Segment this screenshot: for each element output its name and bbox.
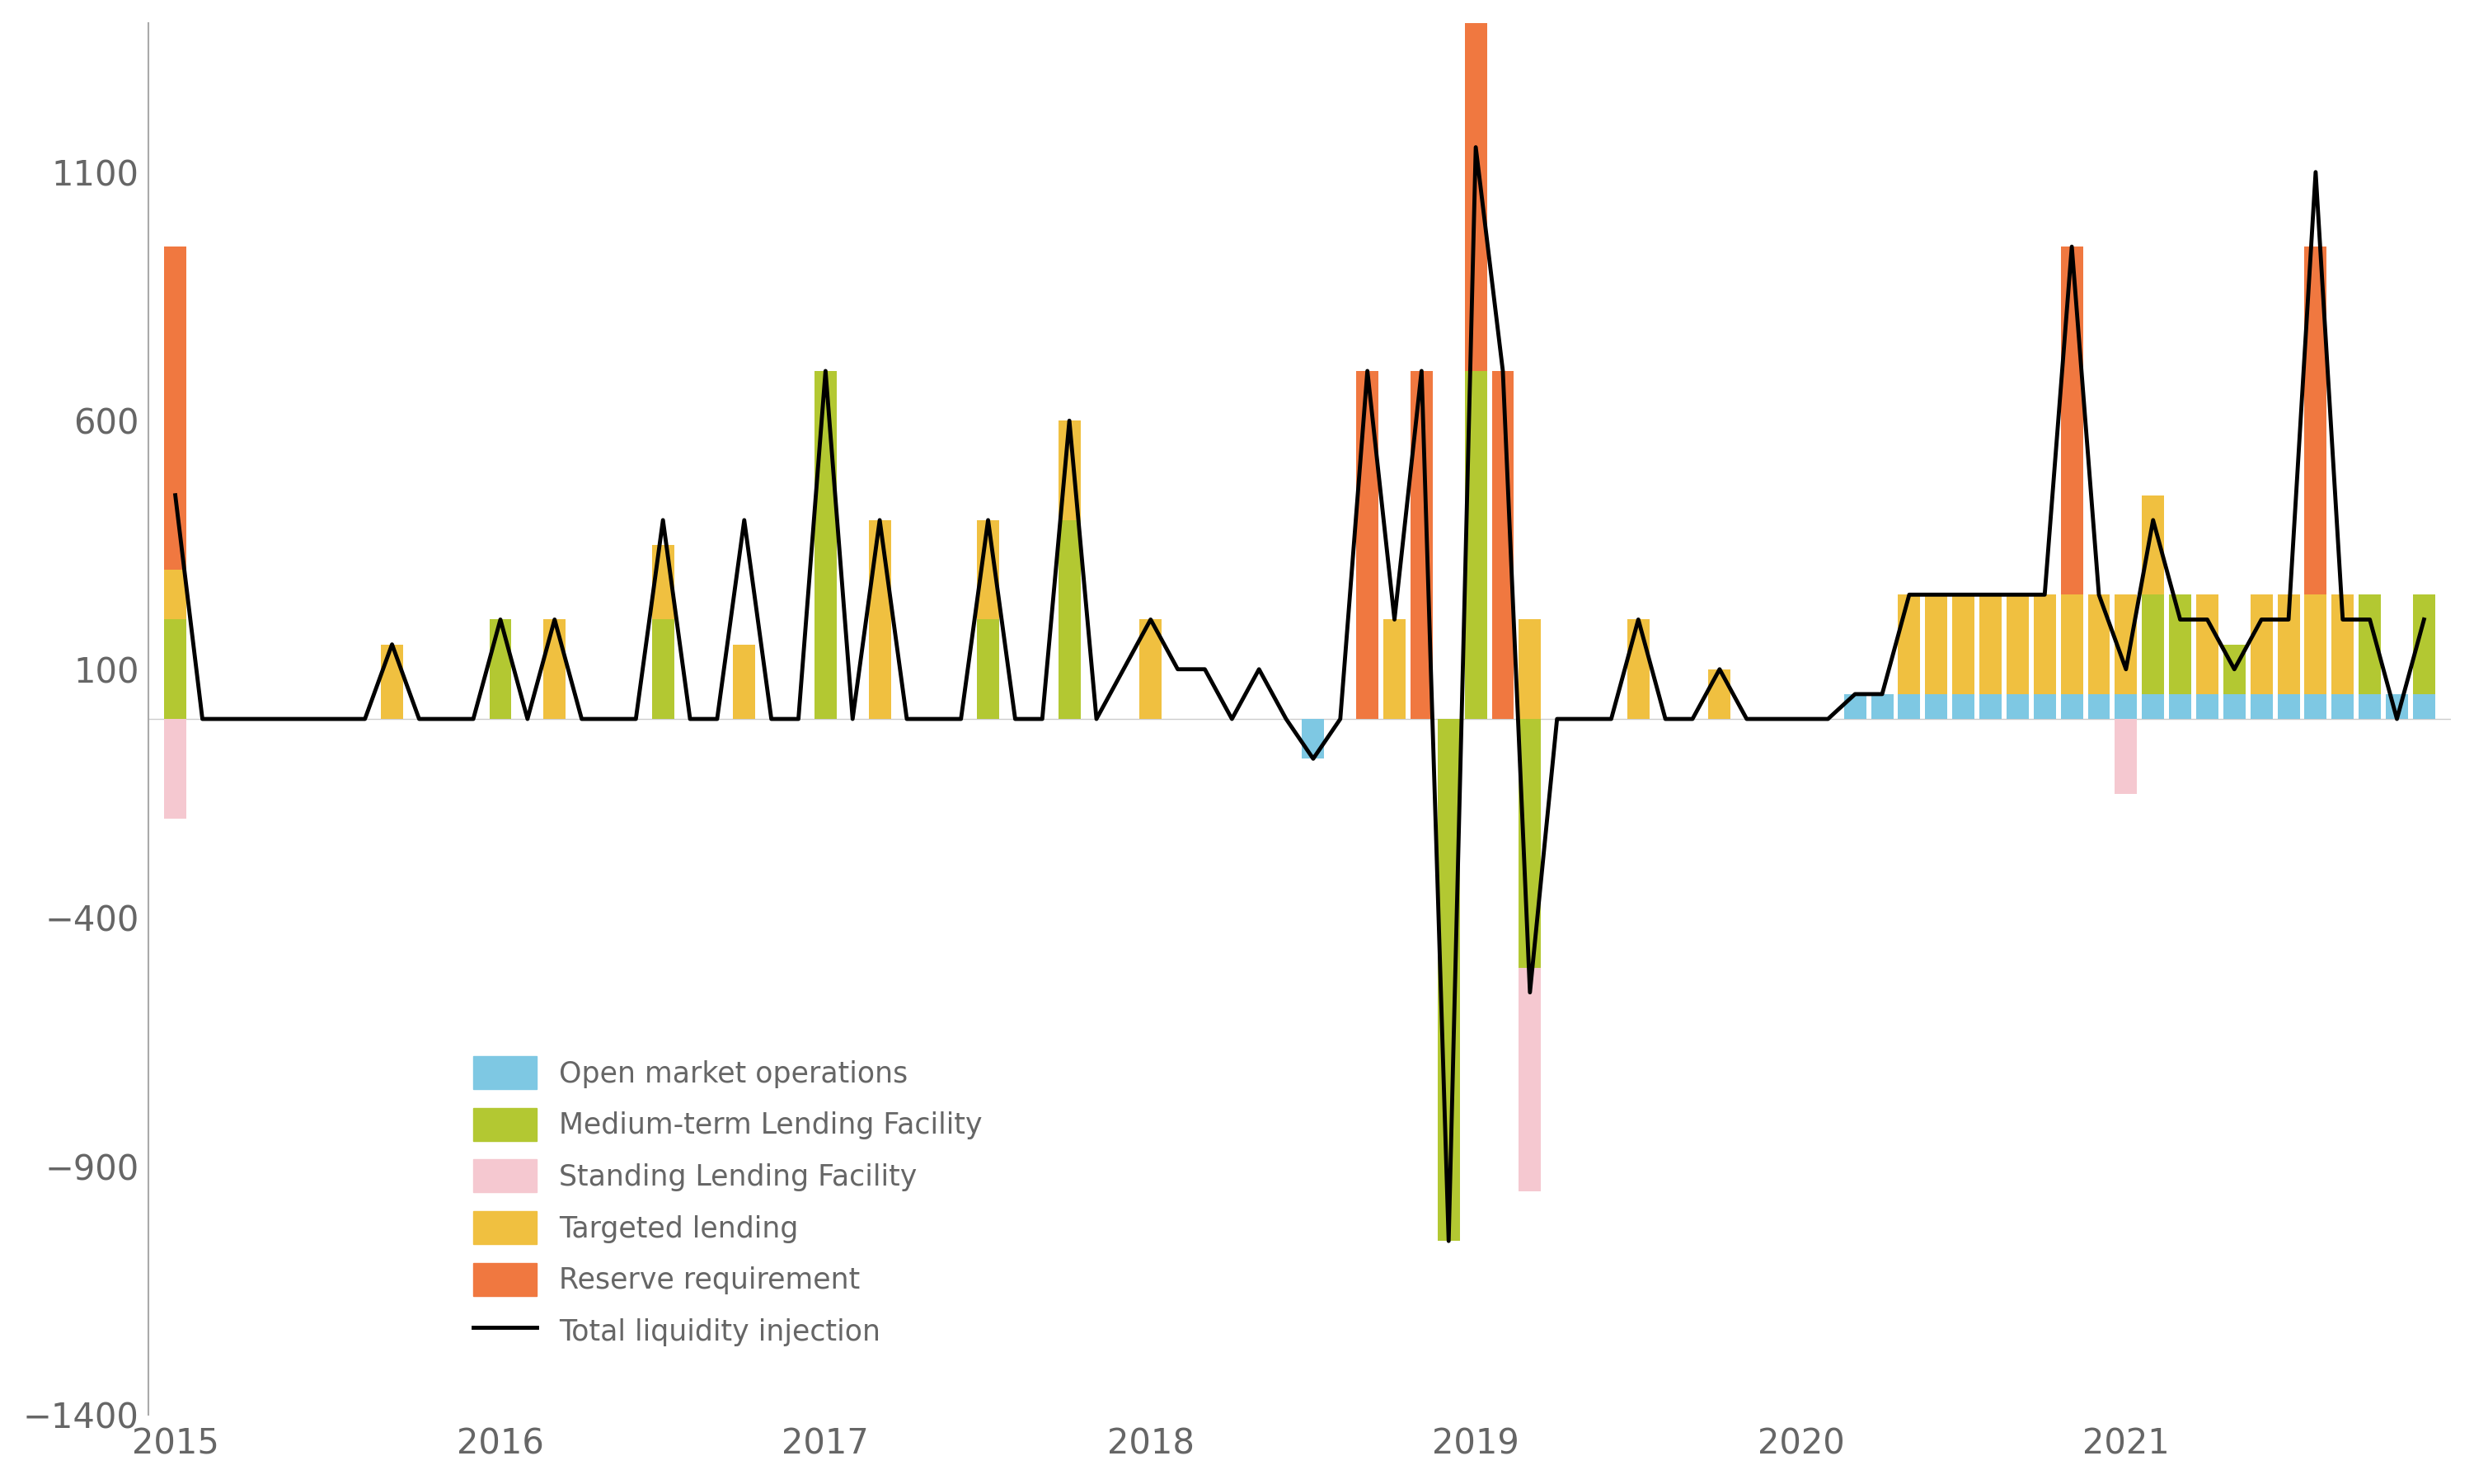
- Bar: [2088, 695, 2110, 718]
- Bar: [2061, 695, 2083, 718]
- Bar: [1952, 595, 1974, 695]
- Bar: [2061, 246, 2083, 595]
- Bar: [2331, 695, 2353, 718]
- Bar: [1519, 619, 1541, 718]
- Bar: [2034, 695, 2056, 718]
- Bar: [2279, 695, 2301, 718]
- Bar: [490, 619, 512, 718]
- Bar: [544, 619, 567, 718]
- Bar: [1898, 595, 1920, 695]
- Bar: [1465, 0, 1487, 371]
- Bar: [1710, 669, 1732, 718]
- Bar: [977, 619, 999, 718]
- Bar: [1059, 420, 1081, 519]
- Bar: [2303, 695, 2326, 718]
- Bar: [1383, 619, 1405, 718]
- Bar: [868, 519, 891, 718]
- Bar: [2034, 595, 2056, 695]
- Bar: [651, 619, 673, 718]
- Bar: [2088, 595, 2110, 695]
- Bar: [2358, 695, 2380, 718]
- Bar: [163, 246, 186, 570]
- Bar: [651, 545, 673, 619]
- Bar: [1301, 718, 1324, 758]
- Bar: [163, 619, 186, 718]
- Bar: [1437, 718, 1460, 1241]
- Bar: [1410, 371, 1432, 718]
- Bar: [2006, 595, 2029, 695]
- Bar: [2006, 695, 2029, 718]
- Bar: [2115, 718, 2138, 794]
- Bar: [2251, 595, 2274, 695]
- Bar: [2142, 496, 2165, 595]
- Bar: [1519, 968, 1541, 1192]
- Bar: [732, 644, 755, 718]
- Bar: [1465, 371, 1487, 718]
- Bar: [2224, 695, 2246, 718]
- Bar: [163, 718, 186, 818]
- Bar: [381, 644, 403, 718]
- Bar: [1925, 595, 1947, 695]
- Bar: [2142, 695, 2165, 718]
- Bar: [1492, 371, 1514, 718]
- Bar: [163, 570, 186, 619]
- Bar: [1870, 695, 1893, 718]
- Bar: [814, 371, 836, 718]
- Bar: [2385, 695, 2407, 718]
- Bar: [1628, 619, 1650, 718]
- Bar: [2412, 595, 2434, 695]
- Bar: [2170, 595, 2192, 695]
- Bar: [2224, 644, 2246, 695]
- Bar: [2170, 695, 2192, 718]
- Bar: [1519, 718, 1541, 968]
- Bar: [2303, 246, 2326, 595]
- Bar: [2115, 695, 2138, 718]
- Bar: [1898, 695, 1920, 718]
- Legend: Open market operations, Medium-term Lending Facility, Standing Lending Facility,: Open market operations, Medium-term Lend…: [463, 1045, 995, 1359]
- Bar: [2061, 595, 2083, 695]
- Bar: [2358, 595, 2380, 695]
- Bar: [1356, 371, 1378, 718]
- Bar: [1843, 695, 1865, 718]
- Bar: [1925, 695, 1947, 718]
- Bar: [2197, 595, 2219, 695]
- Bar: [2279, 595, 2301, 695]
- Bar: [2115, 595, 2138, 695]
- Bar: [977, 519, 999, 619]
- Bar: [1979, 695, 2001, 718]
- Bar: [2303, 595, 2326, 695]
- Bar: [2197, 695, 2219, 718]
- Bar: [2142, 595, 2165, 695]
- Bar: [2412, 695, 2434, 718]
- Bar: [2251, 695, 2274, 718]
- Bar: [2331, 595, 2353, 695]
- Bar: [1979, 595, 2001, 695]
- Bar: [1952, 695, 1974, 718]
- Bar: [1059, 519, 1081, 718]
- Bar: [1141, 619, 1163, 718]
